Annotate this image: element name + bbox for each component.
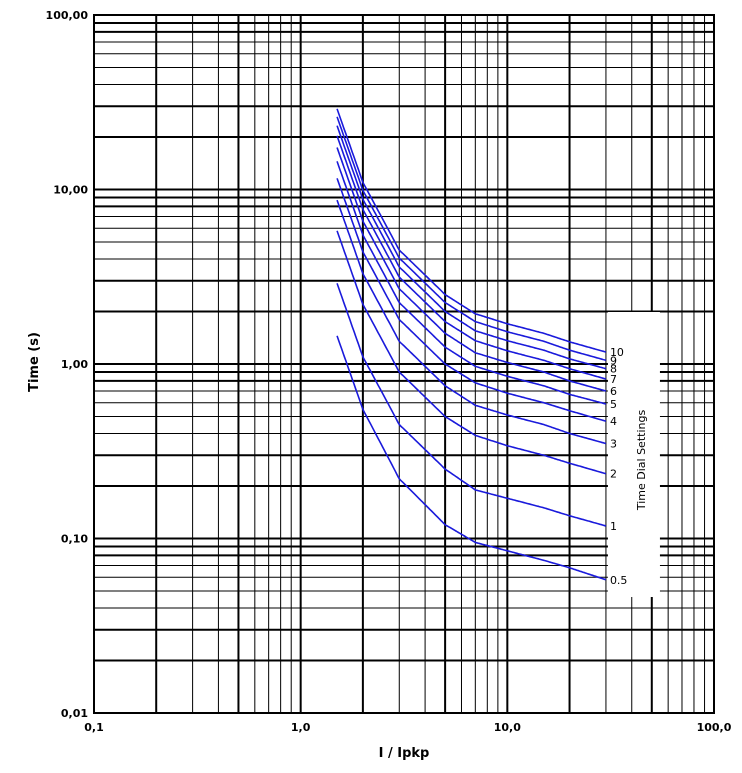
curve-label-7: 7: [610, 373, 617, 386]
curve-series-9: [336, 116, 607, 362]
curve-label-2: 2: [610, 468, 617, 481]
curve-series-1: [336, 283, 607, 527]
tick-labels: 0,1 1,0 10,0 100,0 0,01 0,10 1,00 10,00 100,00: [46, 9, 732, 734]
y-tick-label: 100,00: [46, 9, 89, 22]
curve-label-3: 3: [610, 438, 617, 451]
y-tick-label: 1,00: [61, 358, 88, 371]
curve-series-6: [336, 147, 607, 392]
curve-label-0-5: 0.5: [610, 574, 628, 587]
curve-label-10: 10: [610, 346, 624, 359]
curve-label-1: 1: [610, 520, 617, 533]
curve-series-2: [336, 230, 607, 475]
curve-series-10: [336, 108, 607, 353]
legend-background: [607, 312, 660, 597]
curve-label-4: 4: [610, 415, 617, 428]
x-tick-label: 10,0: [494, 721, 521, 734]
curve-label-6: 6: [610, 385, 617, 398]
curve-label-8: 8: [610, 363, 617, 376]
curve-label-5: 5: [610, 398, 617, 411]
curve-series-0-5: [336, 335, 607, 581]
x-tick-label: 1,0: [291, 721, 311, 734]
curve-series-3: [336, 199, 607, 445]
x-axis-title: I / Ipkp: [379, 746, 430, 761]
y-tick-label: 0,10: [61, 533, 88, 546]
x-tick-label: 100,0: [697, 721, 732, 734]
legend-title: Time Dial Settings: [635, 410, 648, 512]
y-axis-title: Time (s): [27, 332, 42, 392]
curve-series-7: [336, 135, 607, 380]
curve-group: [336, 108, 607, 581]
x-tick-label: 0,1: [84, 721, 104, 734]
curve-label-9: 9: [610, 354, 617, 367]
curve-series-5: [336, 161, 607, 405]
y-tick-label: 0,01: [61, 707, 88, 720]
curve-series-4: [336, 178, 607, 422]
curve-series-8: [336, 125, 607, 370]
y-tick-label: 10,00: [53, 184, 88, 197]
plot-border: [93, 14, 715, 714]
